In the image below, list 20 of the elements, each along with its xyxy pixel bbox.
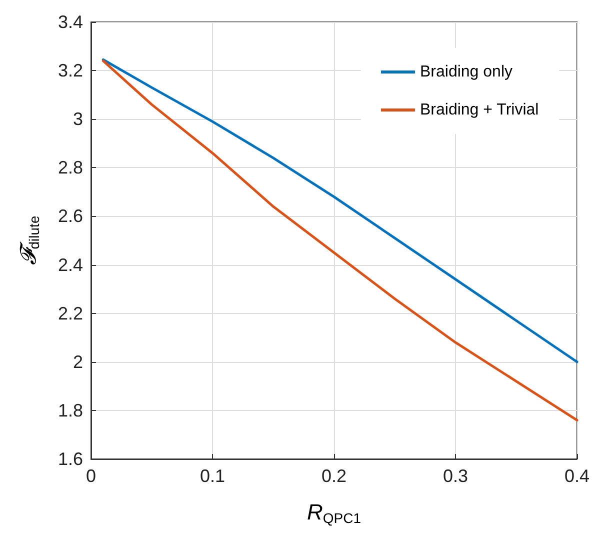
y-tick-label: 2.6 <box>58 206 83 226</box>
line-series <box>102 58 578 364</box>
y-tick-label: 1.8 <box>58 400 83 420</box>
x-tick-label: 0.2 <box>321 466 347 486</box>
x-tick-label: 0 <box>86 466 96 486</box>
x-tick-label: 0.4 <box>564 466 590 486</box>
line-series <box>102 60 578 422</box>
x-tick-label: 0.3 <box>442 466 468 486</box>
legend-label: Braiding + Trivial <box>420 102 539 118</box>
y-tick-label: 3.2 <box>58 60 83 81</box>
x-tick-label: 0.1 <box>200 466 226 486</box>
y-tick-label: 3.4 <box>58 12 83 32</box>
y-axis-title: 𝓕dilute <box>16 216 42 266</box>
y-tick-label: 1.6 <box>58 449 83 469</box>
y-tick-label: 2.8 <box>58 158 83 178</box>
legend-label: Braiding only <box>420 64 512 80</box>
y-tick-label: 2 <box>72 352 83 372</box>
y-tick-label: 2.2 <box>58 303 83 324</box>
y-tick-label: 2.4 <box>58 254 83 275</box>
y-tick-label: 3 <box>72 109 83 130</box>
